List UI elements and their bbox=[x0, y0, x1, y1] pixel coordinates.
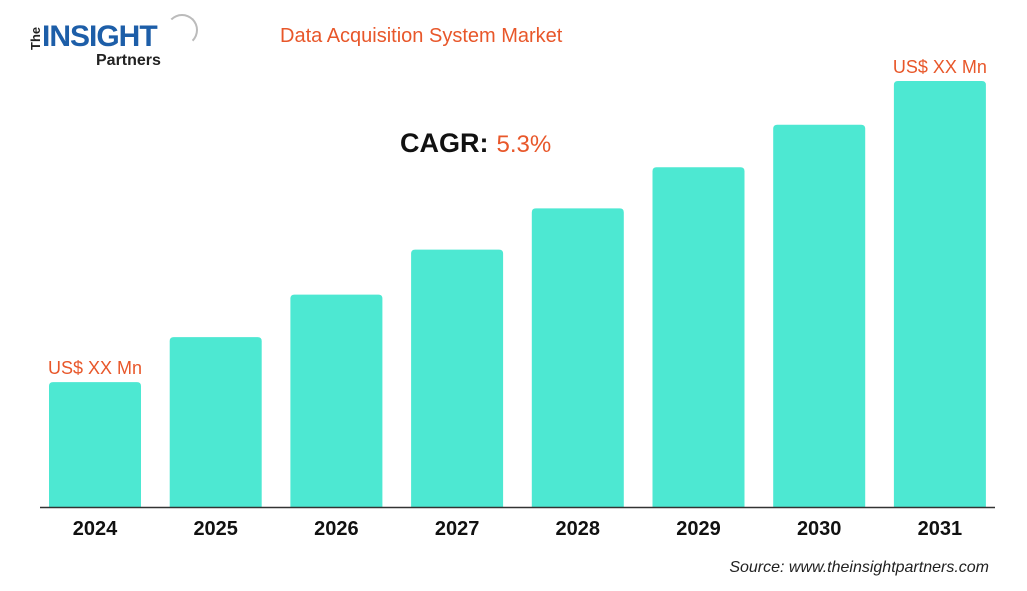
logo-partners: Partners bbox=[96, 52, 161, 69]
source-text: Source: www.theinsightpartners.com bbox=[729, 559, 989, 576]
cagr: CAGR: 5.3% bbox=[400, 128, 551, 159]
bar-2030 bbox=[773, 124, 866, 508]
bar-2025 bbox=[169, 337, 262, 507]
x-tick-label: 2025 bbox=[193, 518, 238, 540]
x-tick-label: 2027 bbox=[435, 518, 480, 540]
cagr-label: CAGR: bbox=[400, 128, 489, 158]
x-tick-label: 2028 bbox=[556, 518, 601, 540]
bar-2031 bbox=[893, 81, 986, 507]
logo: The INSIGHT Partners bbox=[28, 14, 198, 70]
x-tick-label: 2026 bbox=[314, 518, 359, 540]
data-label-2031: US$ XX Mn bbox=[893, 57, 987, 77]
x-tick-label: 2029 bbox=[676, 518, 721, 540]
cagr-value: 5.3% bbox=[496, 131, 552, 158]
x-tick-label: 2030 bbox=[797, 518, 842, 540]
bar-2029 bbox=[652, 167, 745, 508]
data-label-2024: US$ XX Mn bbox=[48, 358, 142, 378]
x-tick-label: 2031 bbox=[918, 518, 963, 540]
bar-2028 bbox=[531, 208, 624, 507]
bar-2027 bbox=[411, 249, 504, 507]
chart-title: Data Acquisition System Market bbox=[280, 25, 563, 47]
bar-2024 bbox=[49, 382, 141, 507]
x-tick-label: 2024 bbox=[73, 518, 118, 540]
logo-insight: INSIGHT bbox=[42, 20, 158, 53]
bar-2026 bbox=[290, 294, 383, 507]
logo-arc bbox=[166, 14, 198, 46]
